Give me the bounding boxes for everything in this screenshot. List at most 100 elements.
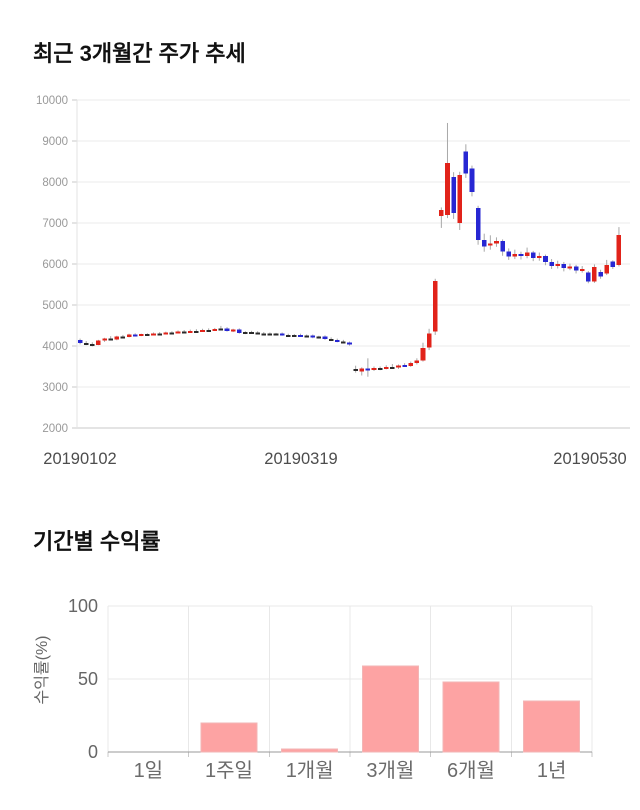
candle [555,260,561,269]
candle-body [432,280,438,332]
y-tick-label: 2000 [42,423,68,435]
candle-body [567,266,573,269]
candle-body [187,330,193,333]
bar-1개월 [281,748,339,753]
candle [96,339,101,346]
candle [537,252,542,261]
category-label: 1주일 [205,759,253,782]
candle-body [181,331,187,334]
candle [377,366,383,371]
candle [439,207,444,228]
candle-body [579,268,585,271]
candle [414,358,420,365]
candle-body [126,334,132,337]
candle [322,335,328,340]
candle-body [463,151,469,174]
candle [298,333,303,337]
candle-body [212,329,218,332]
candle-body [267,333,273,336]
candle-body [157,333,162,336]
candle-body [114,336,120,340]
candle-body [83,343,89,346]
candle-body [390,366,395,369]
candle-body [475,208,481,240]
candle [359,367,365,376]
candle-body [616,234,622,265]
x-tick-label: 20190319 [264,450,337,468]
candle [451,172,456,219]
category-label: 1일 [134,759,164,782]
candle-body [592,266,597,282]
candle-body [549,261,554,267]
candle-body [151,333,156,336]
candle [255,331,260,335]
candle [163,331,169,335]
candle-body [408,363,414,367]
candle [475,205,481,245]
candle [488,235,493,250]
candle [310,334,316,339]
candle [230,328,236,333]
candle-body [169,332,175,335]
price-chart-title: 최근 3개월간 주가 추세 [33,41,246,66]
candle [543,254,548,266]
candle-body [555,264,561,267]
candle-body [377,368,383,371]
candle [365,358,371,377]
candle [604,259,609,276]
candle-body [414,360,420,364]
candle-body [371,368,377,371]
candle [481,233,487,252]
candle [181,330,187,334]
candle-body [396,365,401,368]
candle-body [561,264,567,269]
candle [175,330,181,334]
candle [316,335,322,339]
candle-body [469,168,475,192]
candle [304,334,309,338]
candle [561,261,567,272]
candle [243,331,248,335]
candle [610,260,616,269]
candle [586,270,591,284]
candle-body [481,239,487,247]
returns-bar-chart: 100 50 0 1일 1주일 1개월 3개월 6개월 1년 수익률(%) [33,596,593,782]
y-tick-label: 50 [78,669,98,689]
candle-body [322,336,328,340]
candle-body [304,335,309,338]
candle-body [138,334,144,337]
candle-body [316,336,322,339]
candle [567,263,573,271]
candle-body [310,335,316,338]
bar-1주일 [200,722,258,753]
candle-body [457,175,463,223]
candle-body [334,339,340,342]
candle-body [353,368,358,371]
candle-body [230,329,236,332]
candle [120,334,126,339]
y-tick-label: 9000 [42,136,68,148]
bar-1년 [523,700,581,753]
candle-body [500,241,505,252]
candle-body [610,261,616,267]
candle [249,330,254,335]
price-candlestick-chart: 10000 9000 8000 7000 6000 5000 4000 3000 2000 201… [36,95,630,468]
candle-body [120,336,126,339]
candle-body [200,330,205,333]
candle-body [279,333,285,336]
bar-6개월 [442,681,500,753]
candle [151,332,156,336]
candle [292,334,297,337]
y-tick-label: 100 [68,596,98,616]
candle-body [108,338,113,341]
candle [390,364,395,369]
candle [77,338,83,345]
candle-body [175,331,181,334]
candle-body [604,265,609,274]
candle-body [243,332,248,335]
candle-body [206,330,211,333]
y-tick-label: 4000 [42,341,68,353]
candle-body [537,255,542,258]
candle-body [365,368,371,371]
candle-body [506,251,512,257]
